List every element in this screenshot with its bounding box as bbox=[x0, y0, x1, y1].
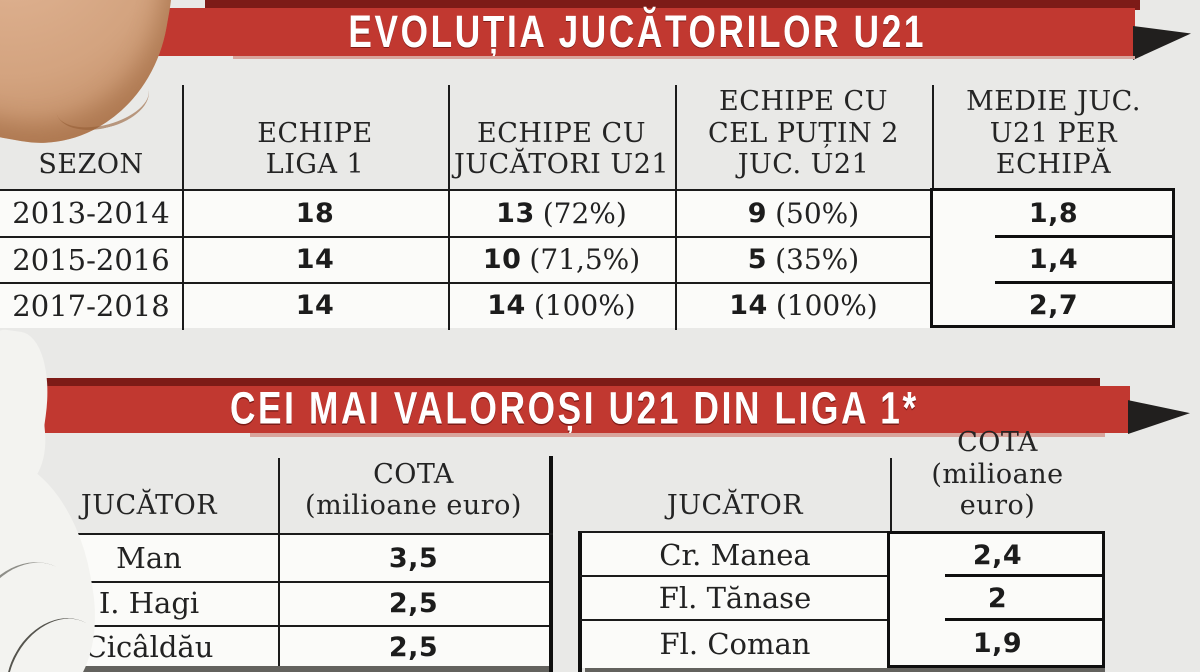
t1-header-medie: MEDIE JUC. U21 PER ECHIPĂ bbox=[966, 86, 1141, 181]
t1-cell-sezon: 2013-2014 bbox=[12, 196, 170, 230]
t2-right-box-row-line bbox=[945, 574, 1102, 577]
t2-player-cota: 2,5 bbox=[388, 631, 439, 663]
t1-cell-u21: 13 (72%) bbox=[496, 196, 627, 230]
t2-right-column-line bbox=[890, 458, 892, 533]
t1-cell-sezon: 2015-2016 bbox=[12, 242, 170, 277]
t1-cell-min2: 5 (35%) bbox=[747, 243, 860, 276]
t2-player-cota: 2,5 bbox=[388, 587, 439, 619]
t1-cell-medie: 1,4 bbox=[1028, 244, 1079, 275]
banner1: EVOLUȚIA JUCĂTORILOR U21 bbox=[140, 7, 1135, 57]
t2-player-name: Fl. Coman bbox=[659, 626, 811, 661]
t2-right-header-bottom-line bbox=[580, 531, 1105, 533]
t1-row-line bbox=[0, 236, 932, 238]
t2-player-cota: 2,4 bbox=[972, 539, 1023, 571]
t2-player-name: Cicâldău bbox=[84, 630, 214, 664]
banner1-ribbon-fold-icon bbox=[1133, 26, 1191, 60]
t2-left-header-bottom-line bbox=[18, 533, 553, 535]
t2-left-row-line bbox=[20, 581, 549, 583]
t2-right-bottom-shadow bbox=[585, 668, 1105, 672]
banner2-top-shadow bbox=[18, 378, 1100, 387]
t1-header-bottom-line bbox=[0, 189, 932, 191]
t1-cell-sezon: 2017-2018 bbox=[12, 288, 170, 323]
t2-player-name: I. Hagi bbox=[98, 586, 200, 620]
t1-cell-liga1: 18 bbox=[295, 197, 335, 229]
t1-medie-highlight-box bbox=[930, 188, 1175, 328]
t2-right-header-jucator: JUCĂTOR bbox=[666, 490, 804, 522]
t2-left-header-jucator: JUCĂTOR bbox=[80, 490, 218, 522]
t2-right-cota-highlight-box bbox=[887, 531, 1105, 668]
t1-cell-liga1: 14 bbox=[295, 290, 335, 321]
t2-left-rows-background bbox=[20, 535, 549, 672]
t2-right-box-row-line bbox=[945, 618, 1102, 621]
t1-cell-min2: 9 (50%) bbox=[747, 196, 860, 230]
t1-header-sezon: SEZON bbox=[0, 70, 182, 190]
t1-column-line bbox=[675, 85, 677, 330]
t2-right-rows-background bbox=[580, 533, 1105, 668]
t2-player-cota: 3,5 bbox=[388, 542, 439, 574]
t1-cell-u21: 10 (71,5%) bbox=[482, 243, 641, 276]
banner1-top-shadow bbox=[205, 0, 1140, 10]
t1-column-line bbox=[182, 85, 184, 330]
t1-cell-medie: 1,8 bbox=[1028, 197, 1079, 229]
t1-header-min2-u21: ECHIPE CU CEL PUȚIN 2 JUC. U21 bbox=[708, 86, 899, 181]
t2-left-column-line bbox=[278, 458, 280, 672]
t2-left-header-cota: COTA (milioane euro) bbox=[305, 458, 522, 522]
section2-title: CEI MAI VALOROȘI U21 DIN LIGA 1* bbox=[229, 383, 919, 435]
t2-player-name: Fl. Tănase bbox=[658, 581, 812, 615]
t2-left-bottom-shadow bbox=[75, 666, 549, 672]
banner2-ribbon-fold-icon bbox=[1128, 400, 1190, 434]
banner1-shadow-line bbox=[233, 56, 1135, 59]
t1-rows-background bbox=[0, 190, 1175, 328]
t1-cell-medie: 2,7 bbox=[1028, 290, 1079, 321]
t2-left-heavy-right-border bbox=[549, 456, 553, 672]
t2-player-cota: 1,9 bbox=[972, 628, 1023, 659]
t2-player-name: Cr. Manea bbox=[659, 538, 811, 572]
t1-column-line bbox=[932, 85, 934, 190]
t2-player-cota: 2 bbox=[987, 582, 1008, 614]
banner2-shadow-line bbox=[250, 433, 1105, 437]
t1-header-echipe-u21: ECHIPE CU JUCĂTORI U21 bbox=[453, 117, 670, 181]
t1-cell-min2: 14 (100%) bbox=[729, 289, 878, 322]
t1-header-sezon-label: SEZON bbox=[38, 149, 144, 181]
t1-cell-liga1: 14 bbox=[295, 244, 335, 275]
t2-player-name: Man bbox=[116, 541, 182, 575]
t2-right-header-cota: COTA (milioane euro) bbox=[931, 427, 1064, 522]
banner2: CEI MAI VALOROȘI U21 DIN LIGA 1* bbox=[18, 384, 1130, 434]
t1-cell-u21: 14 (100%) bbox=[487, 289, 636, 322]
t2-left-row-line bbox=[20, 625, 549, 627]
t2-right-row-line bbox=[580, 619, 887, 621]
t1-header-echipe-liga1: ECHIPE LIGA 1 bbox=[257, 117, 373, 181]
t2-right-heavy-left-border bbox=[578, 531, 582, 672]
t1-column-line bbox=[448, 85, 450, 330]
t1-box-row-line bbox=[995, 235, 1173, 238]
t1-box-row-line bbox=[995, 281, 1173, 284]
t1-row-line bbox=[0, 282, 932, 284]
t2-right-row-line bbox=[580, 575, 887, 577]
section1-title: EVOLUȚIA JUCĂTORILOR U21 bbox=[348, 6, 927, 58]
